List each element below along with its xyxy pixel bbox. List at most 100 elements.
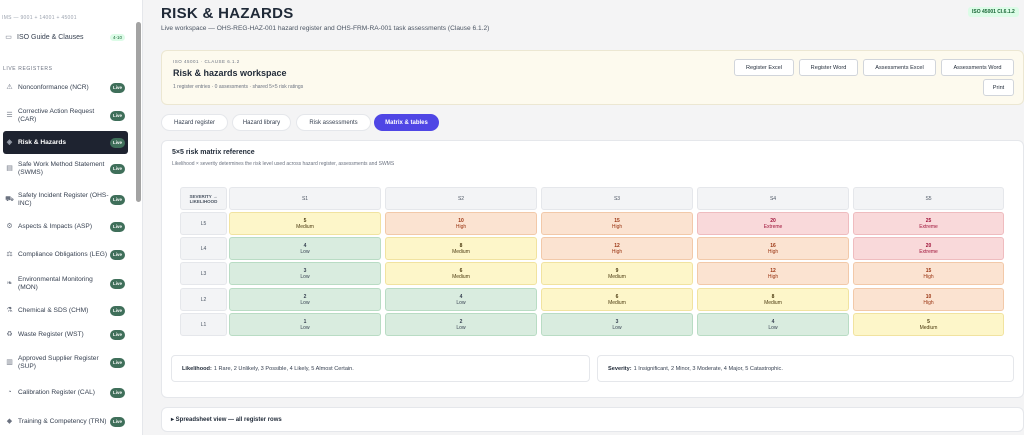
likelihood-label: L3 xyxy=(200,270,207,277)
live-badge: Live xyxy=(109,416,125,427)
sidebar: IMS — 9001 + 14001 + 45001 ▭ ISO Guide &… xyxy=(0,0,143,435)
hazard-icon: ◈ xyxy=(6,138,13,146)
sidebar-item[interactable]: ⚖ Compliance Obligations (LEG) Live xyxy=(3,243,128,266)
risk-cell: 4 Low xyxy=(697,313,849,336)
severity-header-label: S3 xyxy=(613,195,621,202)
severity-legend-text: 1 Insignificant, 2 Minor, 3 Moderate, 4 … xyxy=(633,365,783,372)
risk-cell: 2 Low xyxy=(229,288,381,311)
likelihood-row-label: L5 xyxy=(180,212,227,235)
likelihood-row-label: L4 xyxy=(180,237,227,260)
live-badge: Live xyxy=(109,357,125,368)
risk-level: High xyxy=(611,248,623,255)
likelihood-legend-text: 1 Rare, 2 Unlikely, 3 Possible, 4 Likely… xyxy=(213,365,354,372)
likelihood-label: L1 xyxy=(200,321,207,328)
sidebar-item-label: Training & Competency (TRN) xyxy=(18,417,107,425)
graduation-icon: ◆ xyxy=(6,417,13,425)
risk-level: Low xyxy=(768,324,778,331)
risk-level: High xyxy=(767,273,779,280)
tab-hazard-library[interactable]: Hazard library xyxy=(232,114,291,131)
page-subtitle: Live workspace — OHS-REG-HAZ-001 hazard … xyxy=(161,25,490,32)
workspace-title: Risk & hazards workspace xyxy=(173,68,287,78)
sidebar-item[interactable]: ⚙ Aspects & Impacts (ASP) Live xyxy=(3,219,128,235)
flask-icon: ⚗ xyxy=(6,307,13,314)
sidebar-item-label: Waste Register (WST) xyxy=(18,331,84,338)
risk-score: 9 xyxy=(615,267,619,274)
sidebar-item[interactable]: ❧ Environmental Monitoring (MON) Live xyxy=(3,272,128,295)
spreadsheet-view-toggle[interactable]: ▸ Spreadsheet view — all register rows xyxy=(161,407,1024,432)
register-excel-button[interactable]: Register Excel xyxy=(734,59,794,76)
sidebar-item[interactable]: ☰ Corrective Action Request (CAR) Live xyxy=(3,104,128,127)
risk-score: 4 xyxy=(459,293,463,300)
building-icon: ▥ xyxy=(6,358,13,366)
matrix-corner-header: SEVERITY → LIKELIHOOD xyxy=(180,187,227,210)
sidebar-item-label: Safety Incident Register (OHS-INC) xyxy=(18,191,109,207)
risk-level: High xyxy=(611,223,623,230)
likelihood-label: L4 xyxy=(200,245,207,252)
tab-hazard-register[interactable]: Hazard register xyxy=(161,114,228,131)
severity-header-label: S1 xyxy=(301,195,309,202)
sidebar-item[interactable]: ♻ Waste Register (WST) Live xyxy=(3,327,128,343)
risk-cell: 3 Low xyxy=(229,262,381,285)
vehicle-icon: ⛟ xyxy=(5,195,14,203)
risk-cell: 8 Medium xyxy=(697,288,849,311)
sidebar-item-label: Nonconformance (NCR) xyxy=(18,84,89,91)
live-badge: Live xyxy=(109,306,125,316)
likelihood-row-label: L3 xyxy=(180,262,227,285)
risk-score: 8 xyxy=(771,293,775,300)
risk-level: High xyxy=(767,248,779,255)
severity-axis-label: SEVERITY → xyxy=(189,193,218,199)
gauge-icon: ◔ xyxy=(7,388,12,396)
live-badge: Live xyxy=(109,163,125,174)
risk-score: 1 xyxy=(303,318,307,325)
sidebar-item[interactable]: ◆ Training & Competency (TRN) Live xyxy=(3,410,128,433)
sidebar-item[interactable]: ◔ Calibration Register (CAL) Live xyxy=(3,381,128,404)
sidebar-item[interactable]: ⛟ Safety Incident Register (OHS-INC) Live xyxy=(3,188,128,211)
sidebar-item-label: Chemical & SDS (CHM) xyxy=(18,307,89,314)
risk-score: 20 xyxy=(925,242,932,249)
risk-score: 3 xyxy=(303,267,307,274)
risk-cell: 2 Low xyxy=(385,313,537,336)
sidebar-scrollbar[interactable] xyxy=(136,22,141,202)
sidebar-item-label: Environmental Monitoring (MON) xyxy=(18,275,93,291)
sidebar-item[interactable]: ▥ Approved Supplier Register (SUP) Live xyxy=(3,351,128,374)
risk-cell: 20 Extreme xyxy=(853,237,1004,260)
tab-risk-assessments[interactable]: Risk assessments xyxy=(296,114,371,131)
matrix-title: 5×5 risk matrix reference xyxy=(172,149,255,156)
gear-icon: ⚙ xyxy=(6,223,13,230)
severity-legend: Severity: 1 Insignificant, 2 Minor, 3 Mo… xyxy=(597,355,1014,382)
severity-header: S1 xyxy=(229,187,381,210)
register-word-button[interactable]: Register Word xyxy=(799,59,858,76)
risk-level: Extreme xyxy=(919,223,938,230)
tab-matrix-tables[interactable]: Matrix & tables xyxy=(374,114,439,131)
risk-score: 12 xyxy=(770,267,776,274)
risk-level: Low xyxy=(456,324,466,331)
sidebar-item-iso-guide[interactable]: ▭ ISO Guide & Clauses 4-10 xyxy=(4,29,128,45)
risk-level: Medium xyxy=(608,273,626,280)
sidebar-item[interactable]: ⚠ Nonconformance (NCR) Live xyxy=(3,80,128,96)
workspace-card: ISO 45001 · CLAUSE 6.1.2 Risk & hazards … xyxy=(161,50,1024,105)
severity-header: S4 xyxy=(697,187,849,210)
risk-level: Low xyxy=(456,299,466,306)
sidebar-item[interactable]: ◈ Risk & Hazards Live xyxy=(3,131,128,154)
risk-level: Low xyxy=(300,299,310,306)
sidebar-item[interactable]: ▤ Safe Work Method Statement (SWMS) Live xyxy=(3,157,128,180)
print-button[interactable]: Print xyxy=(983,79,1014,96)
assessments-excel-button[interactable]: Assessments Excel xyxy=(863,59,936,76)
risk-cell: 15 High xyxy=(853,262,1004,285)
assessments-word-button[interactable]: Assessments Word xyxy=(941,59,1014,76)
sidebar-item-label: ISO Guide & Clauses xyxy=(17,33,84,41)
risk-score: 6 xyxy=(459,267,463,274)
workspace-meta: 1 register entries · 0 assessments · sha… xyxy=(173,84,304,90)
risk-score: 4 xyxy=(771,318,775,325)
sidebar-item-label: Aspects & Impacts (ASP) xyxy=(18,223,93,230)
live-badge: Live xyxy=(109,330,125,340)
live-badge: Live xyxy=(109,83,125,93)
risk-level: Medium xyxy=(452,248,470,255)
live-badge: Live xyxy=(109,194,125,205)
risk-cell: 4 Low xyxy=(229,237,381,260)
sidebar-item[interactable]: ⚗ Chemical & SDS (CHM) Live xyxy=(3,303,128,319)
sidebar-item-label: Safe Work Method Statement (SWMS) xyxy=(18,160,105,176)
risk-cell: 15 High xyxy=(541,212,693,235)
risk-level: Low xyxy=(300,248,310,255)
risk-level: Medium xyxy=(764,299,782,306)
